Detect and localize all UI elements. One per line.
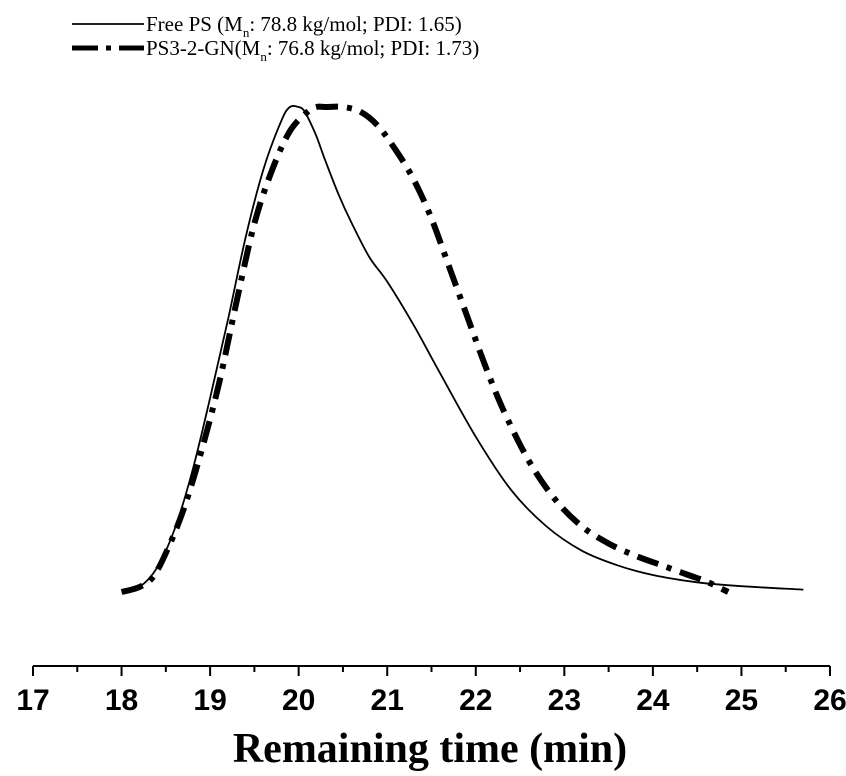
x-tick-label: 26 xyxy=(813,684,846,717)
legend-label-1: Free PS (Mn: 78.8 kg/mol; PDI: 1.65) xyxy=(146,12,462,40)
series-line-1 xyxy=(121,104,804,593)
plot-area xyxy=(120,103,804,595)
x-tick-label: 22 xyxy=(459,684,492,717)
x-axis: 17 18 19 20 21 22 23 24 25 26 xyxy=(16,665,846,717)
x-tick-label: 25 xyxy=(725,684,758,717)
x-tick-label: 18 xyxy=(105,684,138,717)
legend-label-2: PS3-2-GN(Mn: 76.8 kg/mol; PDI: 1.73) xyxy=(146,36,479,64)
x-axis-title: Remaining time (min) xyxy=(233,726,627,772)
x-tick-label: 20 xyxy=(282,684,315,717)
x-tick-label: 19 xyxy=(193,684,226,717)
series-line-2 xyxy=(120,103,730,595)
x-tick-label: 21 xyxy=(371,684,404,717)
x-tick-label: 17 xyxy=(16,684,49,717)
x-tick-label: 24 xyxy=(636,684,670,717)
x-tick-label: 23 xyxy=(548,684,581,717)
legend: Free PS (Mn: 78.8 kg/mol; PDI: 1.65)PS3-… xyxy=(72,12,479,64)
